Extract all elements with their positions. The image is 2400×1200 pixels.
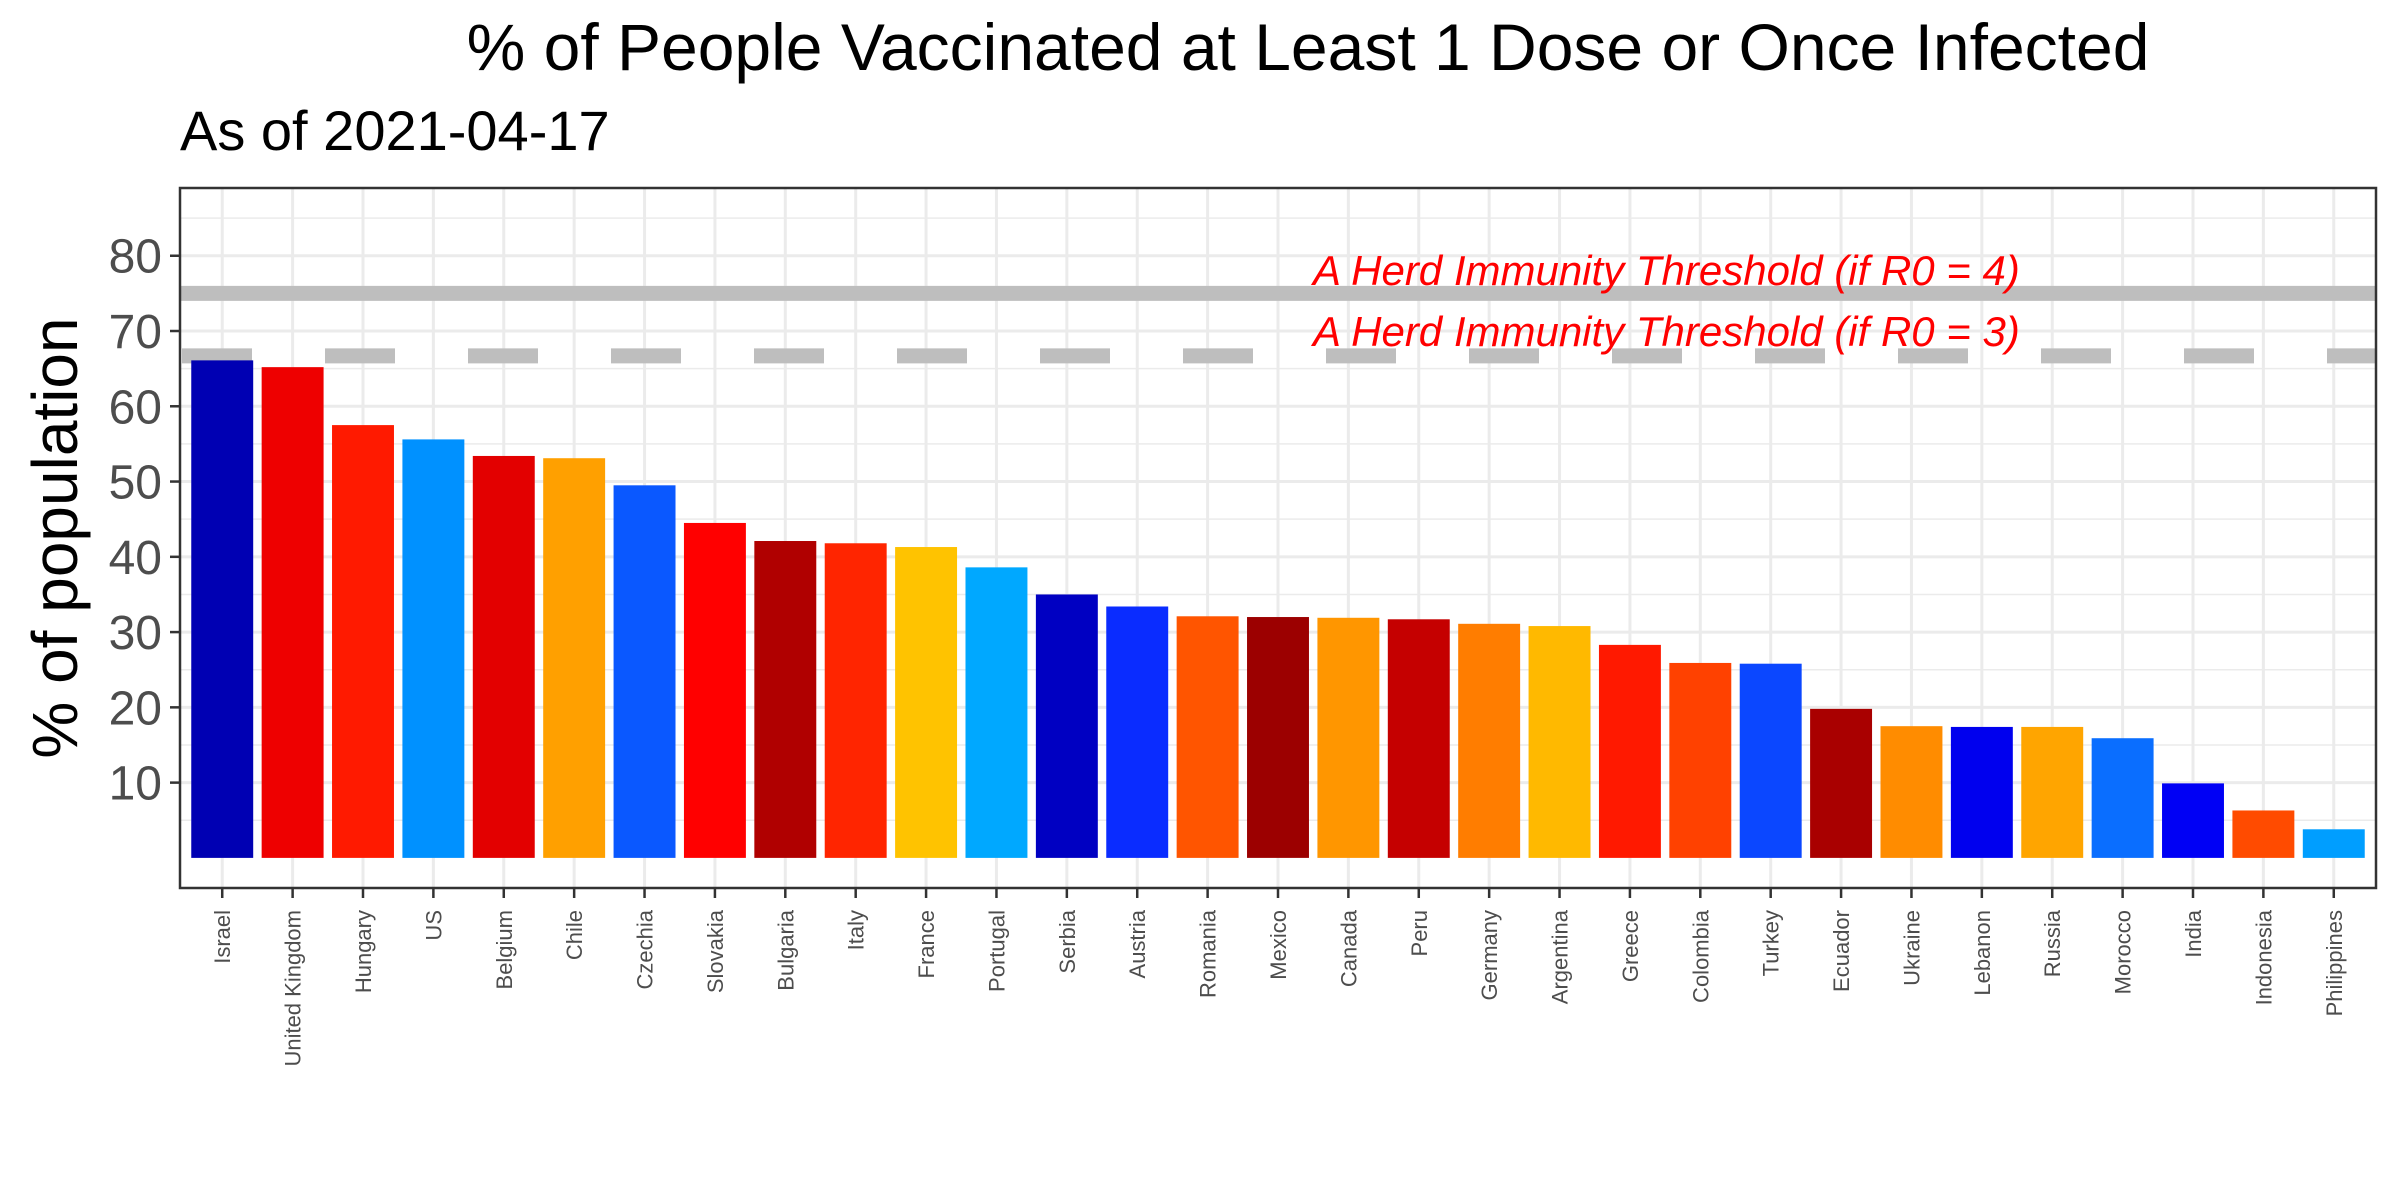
y-axis-label: % of population bbox=[19, 317, 91, 758]
x-tick-label: Greece bbox=[1618, 910, 1643, 982]
x-tick-label: Ukraine bbox=[1899, 910, 1924, 986]
bar bbox=[1106, 606, 1169, 858]
x-tick-label: Romania bbox=[1196, 909, 1221, 998]
bar bbox=[683, 522, 746, 858]
x-tick-label: US bbox=[421, 910, 446, 941]
x-tick-label: Colombia bbox=[1688, 909, 1713, 1003]
bar bbox=[1176, 616, 1239, 858]
x-tick-label: Canada bbox=[1336, 909, 1361, 987]
x-tick-label: Czechia bbox=[633, 909, 658, 989]
bar bbox=[2302, 829, 2365, 858]
bar bbox=[613, 485, 676, 858]
bar bbox=[1669, 662, 1732, 858]
chart-title: % of People Vaccinated at Least 1 Dose o… bbox=[467, 10, 2150, 84]
annotation-r0-4: A Herd Immunity Threshold (if R0 = 4) bbox=[1310, 247, 2020, 294]
x-tick-label: Morocco bbox=[2111, 910, 2136, 994]
bar bbox=[261, 367, 324, 858]
y-tick-label: 60 bbox=[109, 381, 162, 434]
annotation-r0-3: A Herd Immunity Threshold (if R0 = 3) bbox=[1310, 308, 2020, 355]
x-tick-label: Russia bbox=[2040, 909, 2065, 977]
x-tick-label: Argentina bbox=[1548, 909, 1573, 1004]
x-tick-label: Philippines bbox=[2322, 910, 2347, 1016]
bar bbox=[191, 360, 254, 858]
bar bbox=[1317, 617, 1380, 858]
bar bbox=[1880, 726, 1943, 858]
y-tick-label: 80 bbox=[109, 231, 162, 284]
x-tick-label: Chile bbox=[562, 910, 587, 960]
x-tick-label: Mexico bbox=[1266, 910, 1291, 980]
bar bbox=[1598, 644, 1661, 858]
bar bbox=[1739, 663, 1802, 858]
bar bbox=[1950, 726, 2013, 858]
x-tick-label: Bulgaria bbox=[773, 909, 798, 990]
bar bbox=[1458, 623, 1521, 858]
bar bbox=[472, 455, 535, 858]
bar bbox=[2021, 726, 2084, 858]
x-tick-label: Peru bbox=[1407, 910, 1432, 956]
x-tick-label: Hungary bbox=[351, 910, 376, 993]
x-tick-label: Belgium bbox=[492, 910, 517, 989]
x-tick-label: Germany bbox=[1477, 910, 1502, 1000]
x-axis-ticks: Israel United Kingdom Hungary US Belgium Chil… bbox=[210, 888, 2347, 1067]
bar bbox=[1035, 594, 1098, 858]
bar bbox=[754, 541, 817, 858]
bar bbox=[895, 547, 958, 858]
x-tick-label: France bbox=[914, 910, 939, 978]
y-axis-ticks: 10 20 30 40 50 60 70 80 bbox=[109, 231, 180, 811]
x-tick-label: Austria bbox=[1125, 909, 1150, 978]
bar bbox=[824, 543, 887, 858]
y-tick-label: 50 bbox=[109, 457, 162, 510]
x-tick-label: Lebanon bbox=[1970, 910, 1995, 996]
bar bbox=[1528, 626, 1591, 858]
x-tick-label: Turkey bbox=[1759, 910, 1784, 976]
bar bbox=[2232, 810, 2295, 858]
bar bbox=[332, 425, 394, 858]
chart-subtitle: As of 2021-04-17 bbox=[180, 99, 610, 162]
bar bbox=[543, 458, 606, 858]
x-tick-label: Portugal bbox=[984, 910, 1009, 992]
y-tick-label: 10 bbox=[109, 758, 162, 811]
x-tick-label: Ecuador bbox=[1829, 910, 1854, 992]
x-tick-label: Israel bbox=[210, 910, 235, 964]
bars bbox=[191, 360, 2365, 858]
bar bbox=[2162, 783, 2224, 858]
reference-lines bbox=[180, 285, 2376, 364]
bar bbox=[2091, 738, 2154, 858]
y-tick-label: 30 bbox=[109, 607, 162, 660]
bar bbox=[1387, 619, 1450, 858]
bar bbox=[1247, 617, 1309, 858]
y-tick-label: 70 bbox=[109, 306, 162, 359]
y-tick-label: 40 bbox=[109, 532, 162, 585]
bar bbox=[1810, 708, 1873, 858]
bar bbox=[402, 439, 465, 858]
bar bbox=[965, 567, 1028, 858]
x-tick-label: United Kingdom bbox=[281, 910, 306, 1067]
annotations: A Herd Immunity Threshold (if R0 = 4) A H… bbox=[1310, 247, 2020, 355]
x-tick-label: India bbox=[2181, 909, 2206, 957]
x-tick-label: Indonesia bbox=[2251, 909, 2276, 1005]
x-tick-label: Serbia bbox=[1055, 909, 1080, 973]
y-tick-label: 20 bbox=[109, 682, 162, 735]
x-tick-label: Italy bbox=[844, 910, 869, 950]
x-tick-label: Slovakia bbox=[703, 909, 728, 993]
